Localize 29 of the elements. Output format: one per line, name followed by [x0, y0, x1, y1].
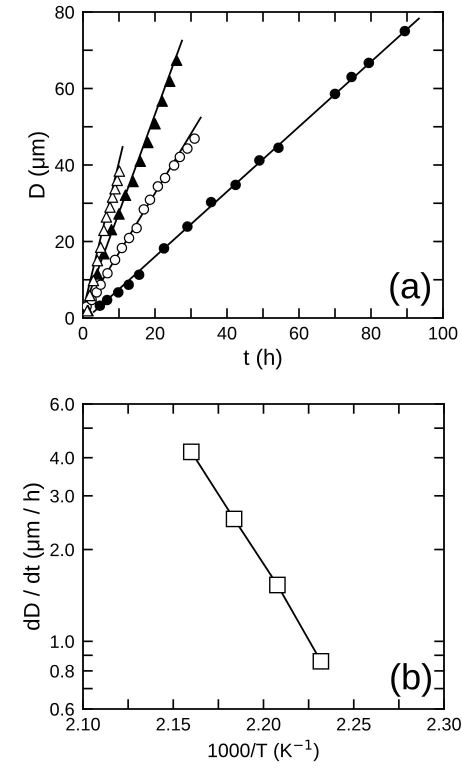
x-tick-label: 2.20	[246, 718, 280, 731]
x-axis-title: t (h)	[244, 348, 282, 370]
y-tick-label: 2.0	[50, 543, 74, 556]
y-tick-label: 4.0	[50, 452, 74, 464]
y-tick-label: 60	[56, 82, 74, 96]
y-axis-title: D (μm)	[28, 132, 50, 198]
y-tick-label: 1.0	[50, 635, 74, 648]
y-tick-label: 80	[55, 6, 74, 19]
x-axis-title: 1000/T (K$^{−1}$)	[208, 740, 319, 762]
y-tick-label: 6.0	[50, 398, 74, 411]
x-tick-label: 20	[146, 326, 164, 340]
x-tick-label: 2.15	[156, 718, 190, 731]
y-axis-title: dD / dt (μm / h)	[23, 484, 44, 630]
y-tick-label: 40	[55, 158, 74, 172]
x-tick-label: 2.10	[66, 718, 100, 731]
y-tick-label: 20	[55, 235, 74, 248]
y-tick-label: 0.6	[50, 702, 74, 716]
x-tick-label: 60	[290, 326, 308, 340]
x-tick-label: 2.25	[337, 718, 371, 731]
x-tick-label: 80	[362, 326, 380, 340]
x-tick-label: 40	[217, 326, 236, 340]
y-tick-label: 0.8	[50, 664, 74, 678]
annotation: (a)	[390, 272, 430, 306]
annotation: (b)	[391, 663, 431, 697]
x-tick-label: 2.30	[427, 718, 461, 731]
x-tick-label: 0	[78, 326, 88, 340]
y-tick-label: 0	[65, 312, 74, 325]
y-tick-label: 3.0	[50, 490, 74, 503]
x-tick-label: 100	[429, 326, 458, 340]
